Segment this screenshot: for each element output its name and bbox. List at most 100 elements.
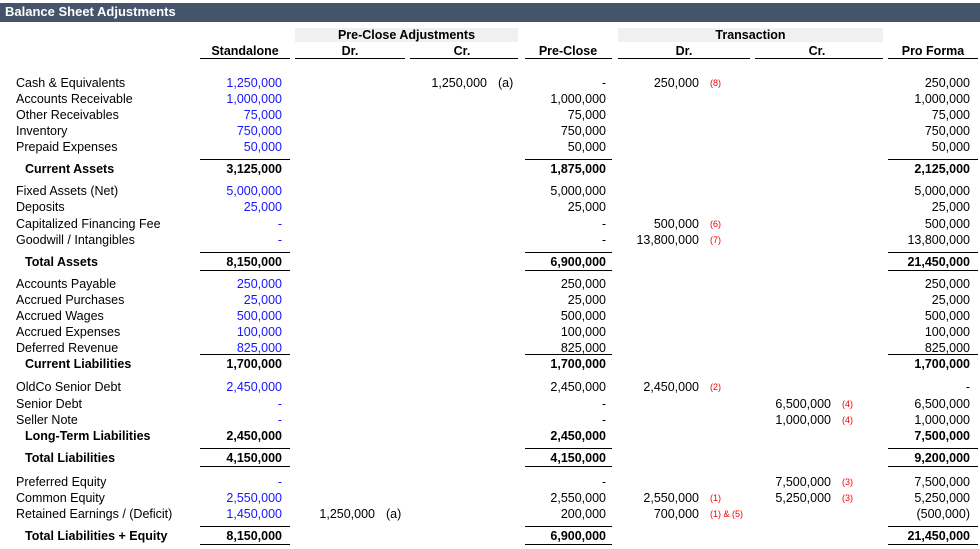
adjustment-note: (3) (842, 477, 853, 487)
cell-value: 2,550,000 (226, 491, 282, 505)
cell-value: 1,450,000 (226, 507, 282, 521)
cell-value: 250,000 (653, 76, 699, 90)
cell-value: 8,150,000 (226, 529, 282, 543)
cell-value: 750,000 (236, 124, 282, 138)
total-label: Current Assets (25, 162, 115, 176)
row-label: Accounts Receivable (16, 92, 133, 106)
cell-value: 500,000 (924, 217, 970, 231)
cell-value: 1,000,000 (775, 413, 831, 427)
column-header: Pro Forma (901, 44, 965, 58)
row-label: Accrued Wages (16, 309, 104, 323)
cell-value: 1,000,000 (226, 92, 282, 106)
cell-value: 7,500,000 (775, 475, 831, 489)
cell-value: 7,500,000 (914, 475, 970, 489)
cell-value: (500,000) (916, 507, 970, 521)
total-rule (525, 252, 612, 253)
column-header: Cr. (453, 44, 471, 58)
cell-value: 1,250,000 (226, 76, 282, 90)
cell-value: 6,900,000 (550, 529, 606, 543)
cell-value: 21,450,000 (907, 255, 970, 269)
cell-value: 50,000 (243, 140, 282, 154)
row-label: Accrued Purchases (16, 293, 125, 307)
cell-value: 1,875,000 (550, 162, 606, 176)
row-label: Retained Earnings / (Deficit) (16, 507, 173, 521)
total-label: Long-Term Liabilities (25, 429, 151, 443)
total-rule (200, 466, 290, 467)
cell-value: 500,000 (653, 217, 699, 231)
adjustment-note: (4) (842, 399, 853, 409)
cell-value: 50,000 (931, 140, 970, 154)
header-underline (295, 58, 405, 59)
adjustment-note: (2) (710, 382, 721, 392)
cell-value: - (601, 475, 606, 489)
cell-value: 2,450,000 (550, 380, 606, 394)
cell-value: 2,550,000 (550, 491, 606, 505)
total-rule (525, 159, 612, 160)
total-rule (200, 252, 290, 253)
cell-value: - (601, 397, 606, 411)
cell-value: 5,000,000 (226, 184, 282, 198)
cell-value: 100,000 (236, 325, 282, 339)
row-label: Senior Debt (16, 397, 83, 411)
total-rule (200, 159, 290, 160)
cell-value: 825,000 (236, 341, 282, 355)
cell-value: - (601, 217, 606, 231)
total-rule (888, 270, 978, 271)
column-header: Dr. (675, 44, 693, 58)
cell-value: 2,450,000 (643, 380, 699, 394)
total-rule (200, 270, 290, 271)
cell-value: - (277, 397, 282, 411)
header-underline (755, 58, 883, 59)
cell-value: 75,000 (931, 108, 970, 122)
cell-value: - (277, 413, 282, 427)
cell-value: 250,000 (236, 277, 282, 291)
cell-value: 2,125,000 (914, 162, 970, 176)
cell-value: 25,000 (567, 293, 606, 307)
adjustment-note: (1) & (5) (710, 509, 744, 519)
total-label: Current Liabilities (25, 357, 132, 371)
row-label: Common Equity (16, 491, 105, 505)
row-label: Inventory (16, 124, 68, 138)
adjustment-note: (7) (710, 235, 721, 245)
total-rule (888, 544, 978, 545)
row-label: Deferred Revenue (16, 341, 119, 355)
row-label: Capitalized Financing Fee (16, 217, 161, 231)
cell-value: 50,000 (567, 140, 606, 154)
cell-value: 6,900,000 (550, 255, 606, 269)
adjustment-note: (a) (498, 76, 514, 90)
cell-value: 100,000 (560, 325, 606, 339)
cell-value: 25,000 (931, 293, 970, 307)
cell-value: - (601, 233, 606, 247)
column-header: Standalone (211, 44, 279, 58)
cell-value: 9,200,000 (914, 451, 970, 465)
adjustment-note: (3) (842, 493, 853, 503)
cell-value: 1,250,000 (431, 76, 487, 90)
total-rule (888, 252, 978, 253)
adjustment-note: (8) (710, 78, 721, 88)
cell-value: 4,150,000 (550, 451, 606, 465)
row-label: OldCo Senior Debt (16, 380, 121, 394)
cell-value: 5,000,000 (550, 184, 606, 198)
row-label: Goodwill / Intangibles (16, 233, 135, 247)
total-rule (525, 448, 612, 449)
cell-value: 250,000 (560, 277, 606, 291)
cell-value: 25,000 (243, 293, 282, 307)
title: Balance Sheet Adjustments (5, 4, 176, 19)
header-underline (618, 58, 750, 59)
cell-value: - (277, 217, 282, 231)
row-label: Preferred Equity (16, 475, 107, 489)
row-label: Cash & Equivalents (16, 76, 126, 90)
group-header: Pre-Close Adjustments (295, 28, 518, 42)
total-rule (888, 466, 978, 467)
cell-value: 500,000 (236, 309, 282, 323)
total-label: Total Assets (25, 255, 98, 269)
total-rule (200, 544, 290, 545)
cell-value: 1,700,000 (914, 357, 970, 371)
cell-value: 25,000 (243, 200, 282, 214)
adjustment-note: (6) (710, 219, 721, 229)
row-label: Other Receivables (16, 108, 119, 122)
column-header: Cr. (808, 44, 826, 58)
cell-value: - (277, 233, 282, 247)
header-underline (410, 58, 518, 59)
